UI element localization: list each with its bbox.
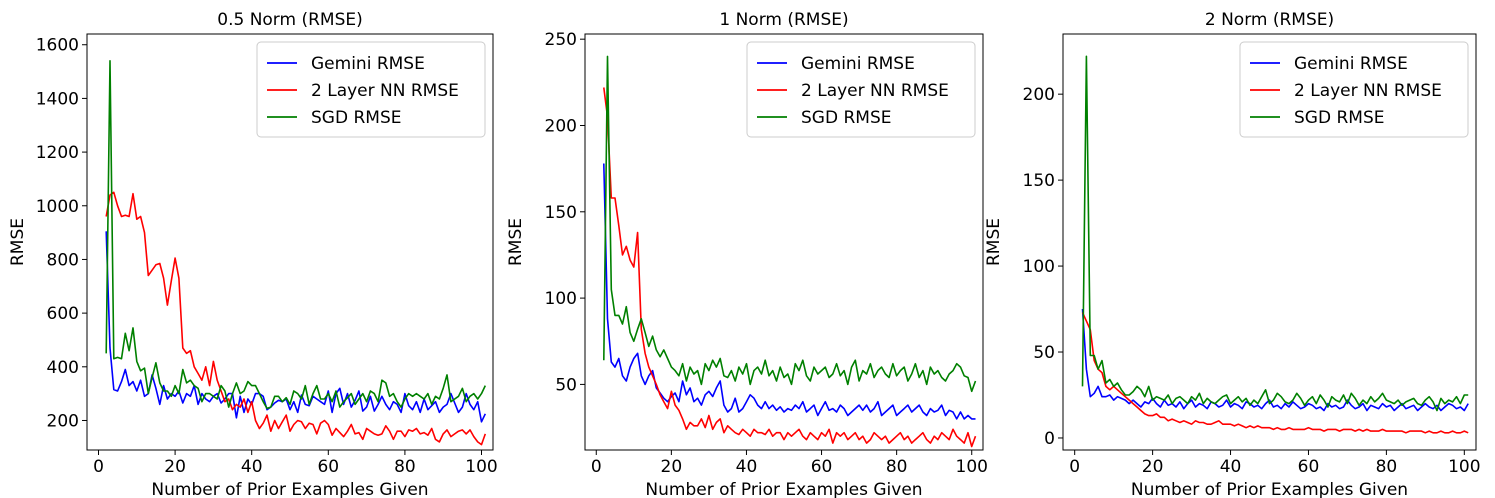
- y-tick-label: 150: [545, 203, 577, 223]
- x-tick-label: 40: [736, 457, 758, 477]
- x-tick-label: 100: [956, 457, 988, 477]
- series-line-gemini-rmse: [1081, 308, 1469, 412]
- series-line-sgd-rmse: [1081, 55, 1469, 412]
- series-line-sgd-rmse: [105, 59, 487, 410]
- x-tick-label: 100: [465, 457, 497, 477]
- chart-title: 2 Norm (RMSE): [1205, 10, 1334, 30]
- series-line-2-layer-nn-rmse: [105, 191, 487, 446]
- x-tick-label: 0: [93, 457, 104, 477]
- legend-entry: Gemini RMSE: [311, 54, 425, 74]
- x-tick-label: 60: [811, 457, 833, 477]
- y-tick-label: 250: [545, 30, 577, 50]
- y-tick-label: 50: [555, 375, 577, 395]
- y-tick-label: 600: [47, 304, 79, 324]
- y-tick-label: 50: [1033, 343, 1055, 363]
- legend-entry: 2 Layer NN RMSE: [1294, 81, 1442, 101]
- legend: Gemini RMSE 2 Layer NN RMSE SGD RMSE: [256, 41, 486, 138]
- legend-entry: 2 Layer NN RMSE: [311, 81, 459, 101]
- legend-entry: Gemini RMSE: [1294, 54, 1408, 74]
- y-axis-label: RMSE: [506, 218, 526, 266]
- x-tick-label: 20: [164, 457, 186, 477]
- series-line-sgd-rmse: [603, 55, 977, 393]
- y-tick-label: 200: [47, 411, 79, 431]
- legend-entry: SGD RMSE: [801, 108, 891, 128]
- plot-frame: [86, 33, 494, 451]
- series-line-2-layer-nn-rmse: [603, 87, 977, 448]
- chart-panel-2: 1 Norm (RMSE) 0 20 40 60 80 100 50 100 150 200 250 N…: [506, 10, 988, 498]
- legend-entry: SGD RMSE: [311, 108, 401, 128]
- x-tick-label: 20: [661, 457, 683, 477]
- y-tick-label: 800: [47, 250, 79, 270]
- chart-panel-3: 2 Norm (RMSE) 0 20 40 60 80 100 0 50 100 150 200 Num…: [984, 10, 1481, 498]
- chart-panel-1: 0.5 Norm (RMSE) 0 20 40 60 80 100 200 400 600 800 1…: [8, 10, 498, 498]
- legend: Gemini RMSE 2 Layer NN RMSE SGD RMSE: [1239, 41, 1469, 138]
- y-tick-label: 100: [545, 289, 577, 309]
- x-tick-label: 0: [1069, 457, 1080, 477]
- y-tick-label: 1600: [36, 36, 79, 56]
- plot-frame: [1062, 33, 1477, 451]
- plot-frame: [584, 33, 984, 451]
- x-tick-label: 60: [1298, 457, 1320, 477]
- y-tick-label: 0: [1044, 429, 1055, 449]
- legend-box: [256, 41, 486, 138]
- chart-title: 0.5 Norm (RMSE): [217, 10, 363, 30]
- x-tick-label: 60: [317, 457, 339, 477]
- legend: Gemini RMSE 2 Layer NN RMSE SGD RMSE: [746, 41, 976, 138]
- x-axis-label: Number of Prior Examples Given: [1131, 480, 1408, 498]
- y-tick-label: 1400: [36, 89, 79, 109]
- y-tick-label: 1200: [36, 143, 79, 163]
- x-tick-label: 40: [241, 457, 263, 477]
- series-line-gemini-rmse: [105, 231, 487, 423]
- legend-entry: Gemini RMSE: [801, 54, 915, 74]
- x-tick-label: 80: [394, 457, 416, 477]
- x-tick-label: 40: [1220, 457, 1242, 477]
- x-tick-label: 20: [1142, 457, 1164, 477]
- x-tick-label: 0: [591, 457, 602, 477]
- x-axis-label: Number of Prior Examples Given: [645, 480, 922, 498]
- series-line-2-layer-nn-rmse: [1081, 312, 1469, 434]
- y-tick-label: 200: [1023, 85, 1055, 105]
- y-tick-label: 150: [1023, 171, 1055, 191]
- y-axis-label: RMSE: [984, 218, 1004, 266]
- y-axis-label: RMSE: [8, 218, 28, 266]
- chart-title: 1 Norm (RMSE): [719, 10, 848, 30]
- legend-entry: 2 Layer NN RMSE: [801, 81, 949, 101]
- series-line-gemini-rmse: [603, 163, 976, 420]
- y-tick-label: 200: [545, 116, 577, 136]
- legend-box: [1239, 41, 1469, 138]
- y-tick-label: 1000: [36, 197, 79, 217]
- y-tick-label: 400: [47, 358, 79, 378]
- legend-box: [746, 41, 976, 138]
- y-tick-label: 100: [1023, 257, 1055, 277]
- legend-entry: SGD RMSE: [1294, 108, 1384, 128]
- x-axis-label: Number of Prior Examples Given: [151, 480, 428, 498]
- x-tick-label: 100: [1448, 457, 1480, 477]
- x-tick-label: 80: [1376, 457, 1398, 477]
- x-tick-label: 80: [886, 457, 908, 477]
